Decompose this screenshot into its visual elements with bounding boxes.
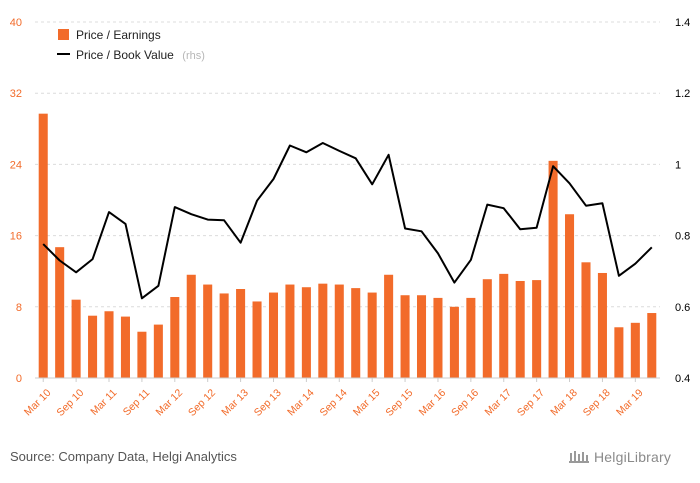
right-tick-label: 1 [675, 159, 681, 171]
left-tick-label: 40 [10, 17, 22, 29]
x-tick-label: Mar 17 [482, 387, 514, 419]
pe-bar [268, 292, 279, 378]
x-axis-ticks: Mar 10 Sep 10 Mar 11 Sep 11 Mar 12 Sep 12 Mar … [22, 378, 646, 419]
source-note: Source: Company Data, Helgi Analytics [10, 449, 237, 464]
pe-bar [236, 289, 246, 378]
pe-bar [384, 274, 394, 378]
pe-bar [565, 214, 575, 378]
x-tick-label: Mar 14 [285, 387, 317, 419]
pe-bar [482, 279, 492, 378]
left-tick-label: 32 [10, 88, 22, 100]
right-tick-label: 1.4 [675, 17, 690, 29]
pe-bar [153, 324, 163, 378]
right-tick-label: 0.6 [675, 302, 690, 314]
pe-bar [499, 273, 509, 378]
x-tick-label: Sep 13 [252, 387, 284, 419]
pe-bar [137, 331, 147, 378]
x-tick-label: Mar 16 [417, 387, 449, 419]
left-tick-label: 8 [16, 302, 22, 314]
pe-bar [170, 297, 180, 378]
x-tick-label: Mar 12 [154, 387, 186, 419]
pe-bar [38, 113, 48, 379]
pe-bar [71, 299, 81, 378]
x-tick-label: Sep 10 [54, 387, 86, 419]
pe-bar [367, 292, 377, 378]
x-tick-label: Sep 15 [383, 387, 415, 419]
pe-bar [301, 287, 311, 378]
pe-bar [252, 301, 262, 378]
pe-bar [466, 297, 476, 378]
x-tick-label: Sep 14 [318, 387, 350, 419]
pe-bars [38, 113, 657, 379]
pe-bar [581, 262, 591, 378]
legend-rhs-tag: (rhs) [182, 50, 205, 62]
x-tick-label: Sep 16 [449, 387, 481, 419]
pe-bar [597, 272, 607, 378]
pe-pb-chart: 0 8 16 24 32 40 0.4 0.6 0.8 1 1.2 1.4 Mar 10 Sep 10… [10, 17, 691, 419]
grid-lines [35, 21, 660, 308]
x-tick-label: Mar 18 [548, 387, 580, 419]
pe-bar [285, 284, 295, 378]
pe-bar [400, 295, 410, 378]
pe-bar [318, 283, 328, 378]
pe-bar [548, 160, 558, 378]
pe-bar [104, 311, 114, 378]
pe-bar [630, 322, 640, 378]
pe-bar [647, 313, 657, 378]
pe-bar [203, 284, 213, 378]
x-tick-label: Mar 11 [88, 387, 119, 418]
left-tick-label: 16 [10, 231, 22, 243]
x-tick-label: Sep 17 [515, 387, 547, 419]
pe-bar [416, 295, 427, 378]
pe-bar [433, 297, 443, 378]
pe-bar [449, 306, 459, 378]
x-tick-label: Sep 18 [581, 387, 613, 419]
pe-bar [55, 247, 65, 378]
helgi-library-logo: HelgiLibrary [568, 449, 671, 465]
x-tick-label: Mar 19 [614, 387, 646, 419]
pe-bar [515, 280, 525, 378]
legend-label-pe: Price / Earnings [76, 28, 161, 42]
right-tick-label: 1.2 [675, 88, 690, 100]
right-axis-ticks: 0.4 0.6 0.8 1 1.2 1.4 [675, 17, 690, 385]
x-tick-label: Sep 12 [186, 387, 218, 419]
left-axis-ticks: 0 8 16 24 32 40 [10, 17, 22, 385]
pe-bar [120, 316, 130, 378]
left-tick-label: 24 [10, 159, 22, 171]
pb-line-series [42, 142, 653, 300]
pe-bar [219, 293, 229, 378]
pe-bar [532, 280, 542, 378]
legend: Price / Earnings Price / Book Value (rhs… [57, 28, 205, 63]
legend-swatch-pe [58, 29, 69, 40]
right-tick-label: 0.8 [675, 231, 690, 243]
pe-bar [614, 327, 624, 378]
library-logo-icon [569, 451, 589, 463]
logo-text: HelgiLibrary [594, 449, 672, 465]
right-tick-label: 0.4 [675, 373, 690, 385]
pe-bar [186, 274, 196, 378]
x-tick-label: Mar 10 [22, 387, 54, 419]
legend-label-pb-group: Price / Book Value (rhs) [76, 46, 205, 63]
pe-bar [334, 284, 344, 378]
x-tick-label: Sep 11 [121, 387, 153, 419]
legend-label-pb: Price / Book Value [76, 48, 174, 62]
pe-bar [351, 288, 361, 378]
left-tick-label: 0 [16, 373, 22, 385]
pe-bar [88, 315, 98, 378]
x-tick-label: Mar 13 [219, 387, 251, 419]
x-tick-label: Mar 15 [351, 387, 383, 419]
